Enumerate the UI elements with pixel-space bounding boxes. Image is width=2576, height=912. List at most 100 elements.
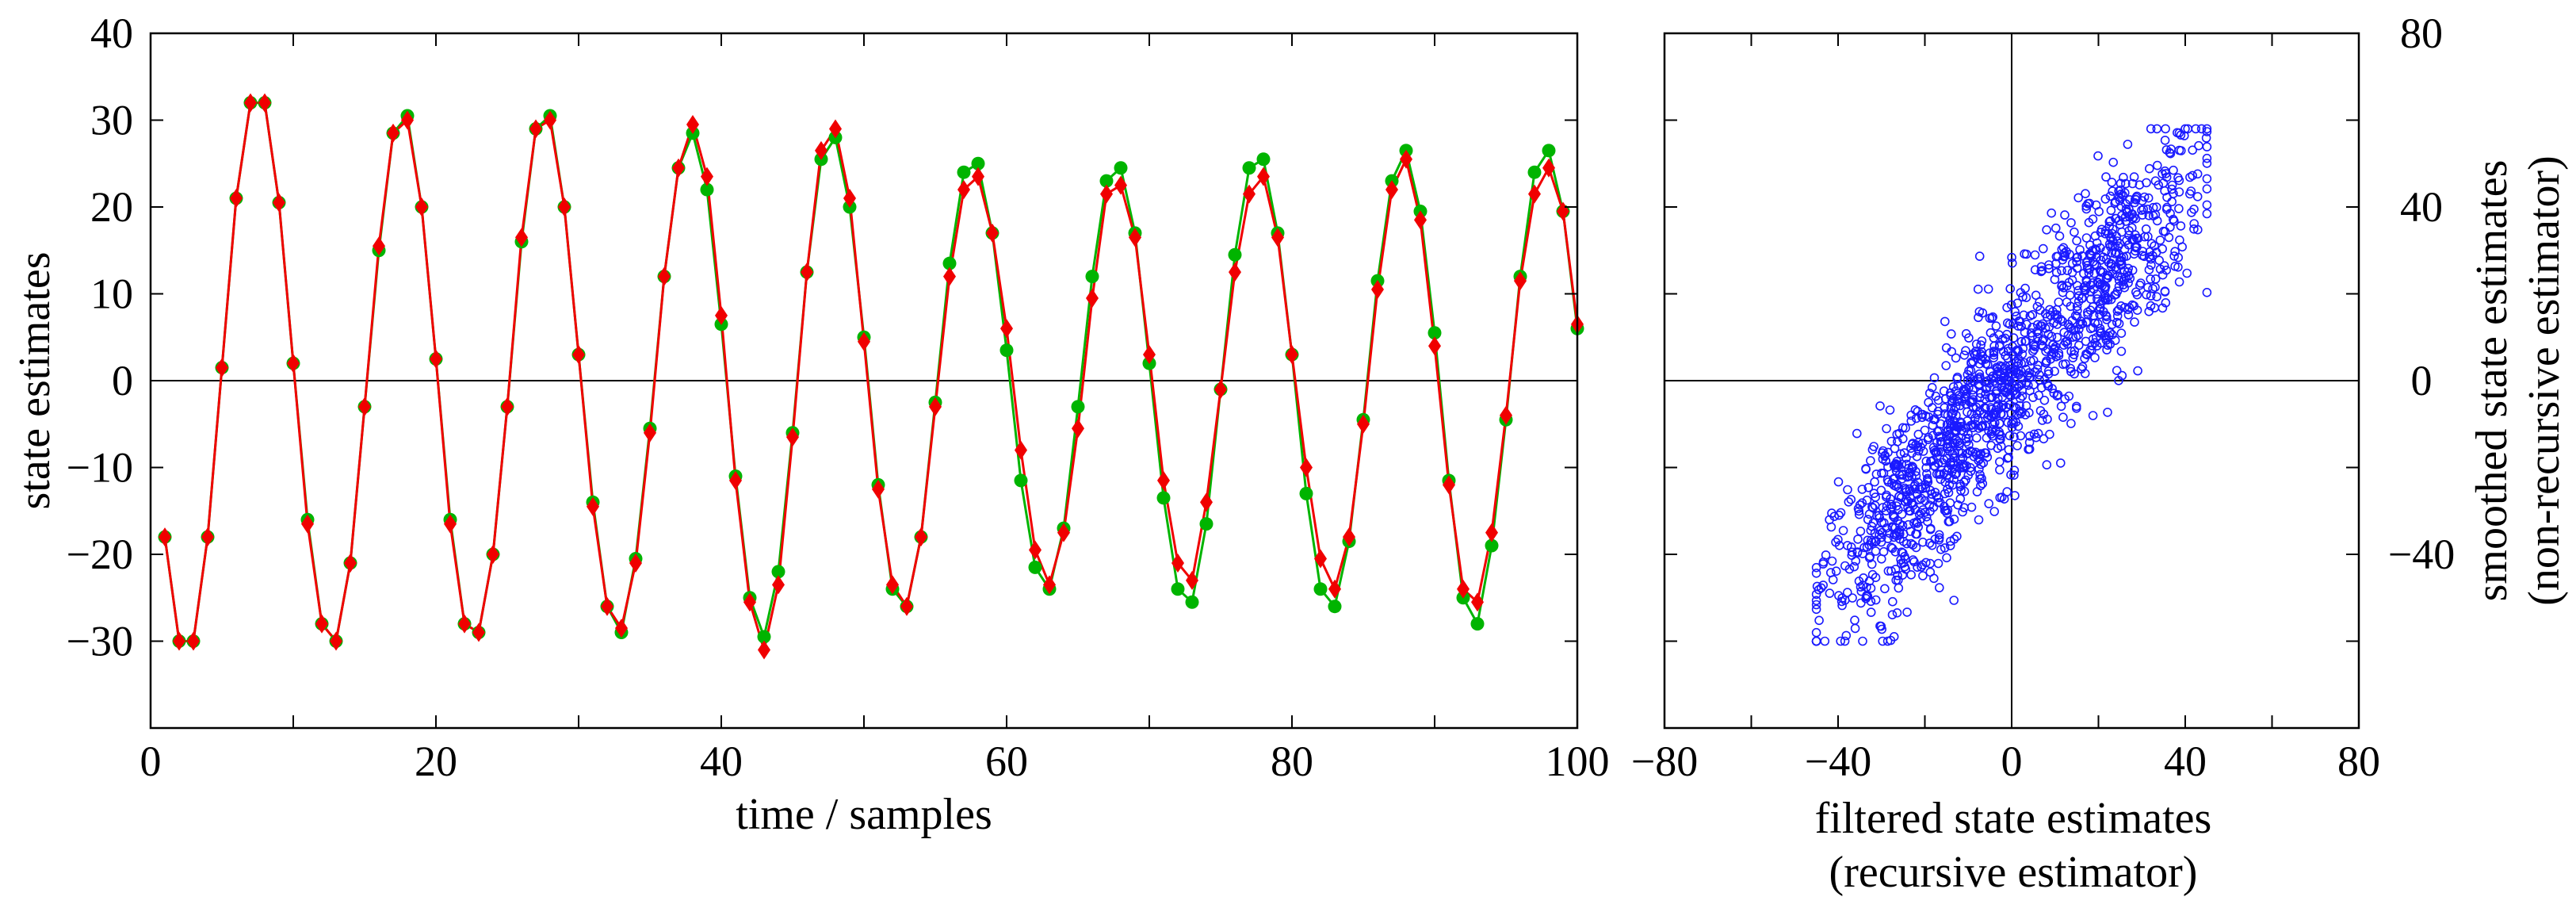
scatter-point (2164, 232, 2174, 243)
scatter-point (2034, 390, 2043, 400)
scatter-point (1874, 511, 1884, 520)
scatter-point (2003, 347, 2013, 356)
scatter-point (2035, 297, 2044, 307)
scatter-point (1891, 466, 1901, 476)
scatter-point (1959, 503, 1969, 513)
plot-frame (1663, 32, 2360, 730)
data-point (373, 236, 385, 256)
scatter-point (1866, 596, 1876, 607)
scatter-point (1850, 623, 1860, 634)
scatter-point (2083, 309, 2093, 320)
scatter-point (2016, 431, 2026, 441)
scatter-point (2054, 231, 2065, 241)
scatter-point (2009, 432, 2019, 442)
scatter-point (2108, 157, 2118, 167)
scatter-point (2010, 389, 2020, 400)
data-point (216, 358, 228, 377)
scatter-point (2123, 263, 2133, 274)
scatter-point (2146, 239, 2157, 249)
scatter-point (1957, 448, 1967, 458)
scatter-point (1841, 630, 1852, 641)
scatter-point (1992, 402, 2002, 412)
scatter-point (2005, 284, 2015, 293)
data-point (786, 427, 799, 447)
y-tick-label: 10 (90, 270, 133, 318)
data-point (1157, 470, 1170, 490)
scatter-point (1863, 482, 1874, 492)
scatter-point (1901, 496, 1910, 507)
data-point (1200, 492, 1213, 512)
scatter-point (1995, 376, 2005, 386)
scatter-point (2058, 412, 2068, 423)
data-point (572, 345, 585, 365)
data-point (273, 193, 285, 213)
scatter-point (1968, 423, 1978, 433)
scatter-point (2127, 178, 2138, 189)
scatter-point (1857, 485, 1867, 494)
data-point (1257, 167, 1270, 186)
scatter-point (2010, 491, 2020, 500)
scatter-point (1836, 636, 1845, 646)
scatter-point (2092, 289, 2102, 299)
data-point (1028, 560, 1042, 574)
scatter-point (2080, 285, 2089, 294)
scatter-point (1971, 347, 1981, 356)
scatter-point (2032, 301, 2043, 312)
scatter-point (1898, 470, 1907, 480)
scatter-point (1989, 507, 1999, 516)
scatter-point (1826, 568, 1836, 577)
scatter-point (1945, 541, 1955, 550)
scatter-point (1901, 564, 1911, 574)
scatter-point (2028, 347, 2038, 356)
data-point (258, 93, 271, 113)
scatter-point (2100, 282, 2111, 292)
data-point (701, 167, 713, 186)
scatter-point (1852, 428, 1862, 439)
scatter-point (2202, 184, 2212, 194)
scatter-point (1986, 440, 1996, 450)
scatter-point (2138, 210, 2147, 220)
scatter-point (2202, 153, 2212, 163)
data-point (187, 631, 200, 651)
scatter-point (2105, 191, 2115, 201)
scatter-point (2054, 297, 2064, 307)
scatter-point (2125, 195, 2135, 205)
scatter-point (2145, 163, 2154, 174)
scatter-point (2144, 265, 2154, 275)
scatter-point (2177, 242, 2187, 252)
scatter-point (2085, 240, 2095, 250)
scatter-point (1941, 361, 1951, 370)
data-point (1542, 158, 1555, 178)
scatter-point (1961, 475, 1970, 485)
scatter-point (2130, 317, 2139, 327)
data-point (487, 545, 499, 564)
scatter-point (1976, 349, 1986, 359)
data-point (501, 397, 514, 416)
x-tick-label: 100 (1546, 738, 1610, 785)
scatter-point (2108, 320, 2117, 330)
scatter-point (2073, 193, 2083, 203)
data-point (942, 256, 957, 270)
scatter-point (2150, 209, 2161, 220)
scatter-point (2056, 401, 2066, 412)
scatter-point (2013, 321, 2023, 331)
scatter-point (1952, 374, 1962, 384)
scatter-point (2028, 331, 2037, 341)
scatter-point (1972, 487, 1982, 496)
scatter-point (2103, 340, 2113, 351)
scatter-point (2080, 369, 2090, 378)
scatter-point (1973, 284, 1983, 294)
scatter-point (2088, 214, 2098, 224)
scatter-point (1859, 542, 1869, 553)
data-point (658, 266, 671, 286)
scatter-point (1902, 607, 1912, 617)
scatter-point (2141, 224, 2151, 234)
scatter-point (1818, 581, 1828, 590)
scatter-point (1826, 522, 1836, 532)
scatter-point (1998, 400, 2008, 410)
data-point (872, 479, 885, 499)
scatter-point (1963, 429, 1973, 439)
scatter-point (1931, 447, 1940, 457)
scatter-point (1893, 570, 1902, 581)
scatter-point (2007, 252, 2016, 262)
